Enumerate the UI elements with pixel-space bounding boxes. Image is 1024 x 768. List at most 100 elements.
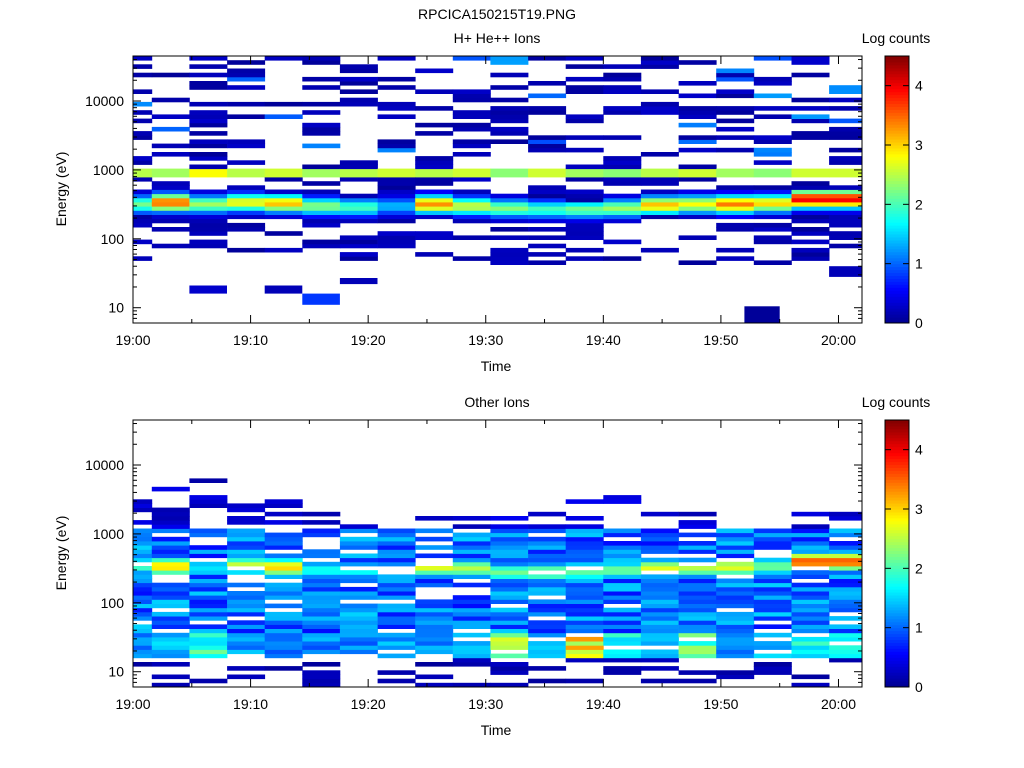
- heatmap-cell: [189, 636, 228, 642]
- colorbar-segment: [885, 440, 909, 445]
- heatmap-cell: [829, 85, 863, 90]
- heatmap-cell: [452, 574, 491, 579]
- heatmap-cell: [133, 578, 153, 584]
- heatmap-cell: [603, 653, 642, 659]
- colorbar-segment: [885, 70, 909, 75]
- heatmap-cell: [565, 202, 604, 207]
- heatmap-cell: [415, 189, 454, 195]
- heatmap-cell: [302, 682, 341, 688]
- colorbar-segment: [885, 234, 909, 238]
- heatmap-cell: [302, 85, 341, 90]
- heatmap-cell: [565, 611, 604, 617]
- heatmap-cell: [189, 72, 228, 78]
- heatmap-cell: [753, 632, 792, 638]
- heatmap-cell: [528, 511, 567, 517]
- heatmap-cell: [490, 60, 529, 65]
- heatmap-cell: [133, 545, 153, 550]
- heatmap-cell: [151, 624, 190, 629]
- heatmap-cell: [452, 595, 491, 600]
- heatmap-cell: [528, 143, 567, 149]
- heatmap-cell: [528, 235, 567, 240]
- heatmap-cell: [227, 553, 266, 559]
- heatmap-cell: [302, 570, 341, 575]
- heatmap-cell: [377, 545, 416, 550]
- heatmap-cell: [640, 106, 679, 111]
- heatmap-cell: [791, 118, 830, 124]
- heatmap-cell: [716, 210, 755, 215]
- heatmap-cell: [264, 653, 303, 659]
- colorbar-segment: [885, 314, 909, 318]
- heatmap-cell: [452, 682, 491, 688]
- colorbar-segment: [885, 109, 909, 113]
- heatmap-cell: [227, 620, 266, 625]
- heatmap-cell: [678, 632, 717, 638]
- heatmap-cell: [490, 168, 529, 174]
- colorbar-segment: [885, 275, 909, 279]
- heatmap-cell: [452, 532, 491, 538]
- heatmap-cell: [640, 582, 679, 588]
- heatmap-cell: [640, 591, 679, 596]
- heatmap-cell: [791, 247, 830, 253]
- heatmap-cell: [791, 114, 830, 119]
- colorbar-segment: [885, 589, 909, 593]
- heatmap-cell: [640, 620, 679, 625]
- heatmap-cell: [490, 131, 529, 136]
- heatmap-cell: [490, 553, 529, 559]
- heatmap-cell: [133, 591, 153, 596]
- heatmap-cell: [753, 616, 792, 621]
- colorbar-segment: [885, 654, 909, 658]
- colorbar-segment: [885, 470, 909, 474]
- colorbar-segment: [885, 165, 909, 170]
- heatmap-cell: [302, 206, 341, 211]
- panel-title: H+ He++ Ions: [454, 30, 541, 46]
- heatmap-cell: [716, 189, 755, 195]
- heatmap-cell: [377, 561, 416, 567]
- heatmap-cell: [133, 549, 153, 554]
- heatmap-cell: [528, 545, 567, 550]
- heatmap-cell: [565, 591, 604, 596]
- heatmap-cell: [189, 81, 228, 86]
- heatmap-cell: [490, 541, 529, 546]
- heatmap-cell: [227, 599, 266, 604]
- panel-other-ions: Other Ions 19:00 19:10 19:20 19:30 19:40 19:5…: [53, 394, 930, 738]
- colorbar-segment: [885, 559, 909, 563]
- heatmap-cell: [640, 177, 679, 182]
- heatmap-cell: [490, 645, 529, 650]
- colorbar: 0 1 2 3 4: [884, 55, 923, 331]
- heatmap-cell: [452, 570, 491, 575]
- colorbar-segment: [885, 79, 909, 84]
- heatmap-cell: [791, 586, 830, 592]
- heatmap-cell: [151, 541, 190, 546]
- heatmap-cell: [452, 235, 491, 240]
- heatmap-cell: [339, 235, 378, 240]
- heatmap-cell: [565, 599, 604, 604]
- heatmap-cell: [377, 106, 416, 111]
- heatmap-cell: [829, 106, 863, 111]
- heatmap-cell: [302, 607, 341, 613]
- heatmap-cell: [302, 645, 341, 650]
- heatmap-cell: [339, 611, 378, 617]
- heatmap-cell: [415, 641, 454, 646]
- heatmap-cell: [490, 595, 529, 600]
- heatmap-cell: [133, 72, 153, 78]
- heatmap-cell: [791, 674, 830, 680]
- heatmap-cell: [302, 202, 341, 207]
- heatmap-cell: [603, 532, 642, 538]
- x-axis-label: Time: [481, 722, 512, 738]
- heatmap-cell: [415, 674, 454, 680]
- heatmap-cell: [189, 591, 228, 596]
- heatmap-cell: [377, 177, 416, 182]
- heatmap-cell: [151, 591, 190, 596]
- heatmap-cell: [264, 561, 303, 567]
- heatmap-cell: [678, 193, 717, 199]
- heatmap-cell: [829, 653, 863, 659]
- heatmap-cell: [377, 653, 416, 659]
- colorbar-segment: [885, 67, 909, 72]
- heatmap-cell: [227, 674, 266, 680]
- heatmap-cell: [339, 641, 378, 646]
- heatmap-cell: [528, 591, 567, 596]
- heatmap-cell: [189, 172, 228, 178]
- heatmap-cell: [227, 557, 266, 563]
- heatmap-cell: [452, 152, 491, 157]
- heatmap-cell: [603, 202, 642, 207]
